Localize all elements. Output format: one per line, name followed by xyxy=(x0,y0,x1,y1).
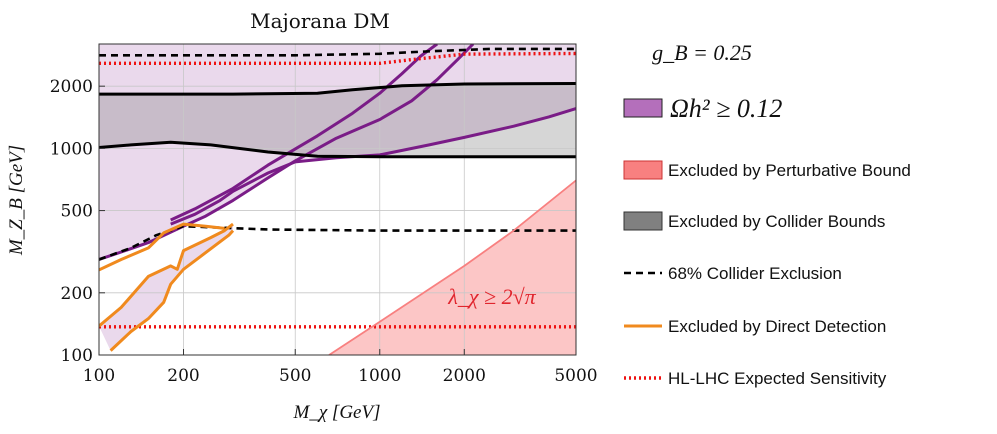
series-line-dd-10 xyxy=(99,222,225,272)
y-tick-label: 2000 xyxy=(50,77,93,97)
x-tick-label: 2000 xyxy=(443,366,486,386)
legend-label: HL-LHC Expected Sensitivity xyxy=(668,369,887,388)
legend-item-4: Excluded by Direct Detection xyxy=(624,317,886,336)
x-tick-label: 5000 xyxy=(554,366,597,386)
legend-swatch xyxy=(623,98,663,118)
legend-label: Excluded by Collider Bounds xyxy=(668,212,885,231)
x-tick-label: 100 xyxy=(83,366,115,386)
legend-item-5: HL-LHC Expected Sensitivity xyxy=(624,369,887,388)
y-tick-label: 100 xyxy=(61,346,93,366)
legend-item-0: Ωh² ≥ 0.12 xyxy=(623,94,782,123)
legend-item-2: Excluded by Collider Bounds xyxy=(623,211,885,231)
series-line-collider68-5 xyxy=(99,47,576,57)
grid-layer xyxy=(99,44,576,355)
perturbative-region xyxy=(329,180,576,355)
series-line-perturbative-12 xyxy=(328,179,576,355)
legend-swatch xyxy=(623,160,663,180)
x-tick-label: 500 xyxy=(279,366,311,386)
y-tick-label: 500 xyxy=(61,202,93,222)
legend-label: Ωh² ≥ 0.12 xyxy=(670,94,782,123)
legend-label: Excluded by Perturbative Bound xyxy=(668,161,911,180)
y-tick-label: 1000 xyxy=(50,139,93,159)
chart-title: Majorana DM xyxy=(250,9,390,33)
legend-item-1: Excluded by Perturbative Bound xyxy=(623,160,911,180)
series-line-collider-4 xyxy=(99,82,576,96)
x-tick-label: 1000 xyxy=(358,366,401,386)
perturbative-annotation: λ_χ ≥ 2√π xyxy=(447,284,536,309)
plot-frame xyxy=(98,43,577,356)
legend-label: 68% Collider Exclusion xyxy=(668,264,842,283)
parameter-label: g_B = 0.25 xyxy=(652,40,752,65)
legend: Ωh² ≥ 0.12 Excluded by Perturbative Bound… xyxy=(623,94,911,388)
relic-region-band xyxy=(170,44,576,225)
series-layer xyxy=(99,44,576,355)
series-line-relic_boundary-0 xyxy=(99,44,475,261)
legend-swatch xyxy=(623,211,663,231)
series-line-collider68-6 xyxy=(99,224,576,261)
series-line-relic_boundary-2 xyxy=(170,44,438,222)
y-tick-label: 200 xyxy=(61,284,93,304)
series-line-collider-3 xyxy=(99,140,576,159)
legend-item-3: 68% Collider Exclusion xyxy=(624,264,842,283)
y-axis-label: M_Z_B [GeV] xyxy=(6,145,27,256)
series-line-dd-9 xyxy=(99,222,234,328)
series-line-dd-11 xyxy=(109,229,235,352)
x-axis-label: M_χ [GeV] xyxy=(293,402,381,423)
axes-layer: 100 200 500 1000 2000 5000 100 200 500 1000 2000 xyxy=(50,77,598,386)
legend-label: Excluded by Direct Detection xyxy=(668,317,886,336)
x-tick-label: 200 xyxy=(167,366,199,386)
